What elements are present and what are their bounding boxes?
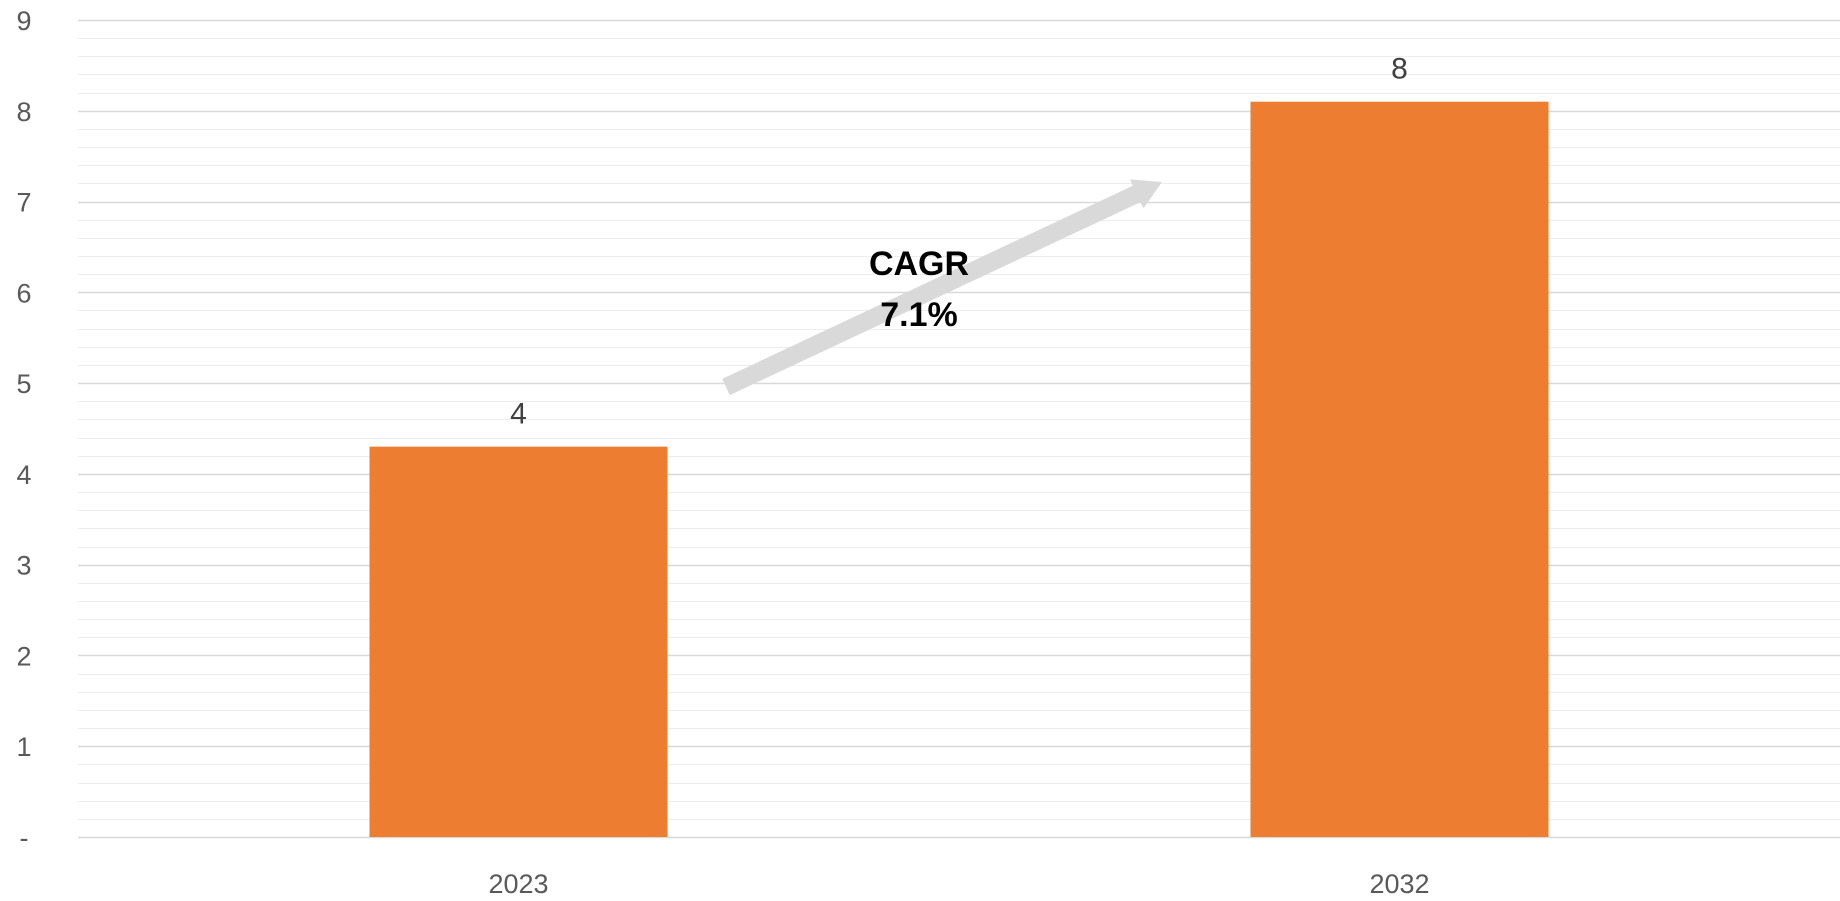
y-tick-label: 1: [16, 732, 31, 762]
y-tick-label: 7: [16, 188, 31, 218]
y-axis-tick-labels: - 1 2 3 4 5 6 7 8 9: [16, 6, 31, 853]
x-axis-tick-labels: 2023 2032: [488, 869, 1429, 899]
data-label-2023: 4: [510, 398, 527, 431]
y-tick-label: 9: [16, 6, 31, 36]
x-tick-label-2032: 2032: [1369, 869, 1429, 899]
cagr-label: CAGR: [869, 245, 969, 283]
x-tick-label-2023: 2023: [488, 869, 548, 899]
y-tick-label: 4: [16, 460, 31, 490]
bar-series: [369, 101, 1549, 837]
major-gridlines: [78, 19, 1840, 839]
minor-gridlines: [78, 20, 1840, 838]
cagr-annotation: CAGR 7.1%: [722, 179, 1162, 396]
bar-2032: [1250, 101, 1549, 837]
y-tick-label: 5: [16, 369, 31, 399]
y-tick-label: 3: [16, 551, 31, 581]
bar-2023: [369, 446, 668, 837]
y-tick-label: 8: [16, 97, 31, 127]
y-tick-label: 2: [16, 641, 31, 671]
data-labels: 48: [510, 53, 1408, 431]
data-label-2032: 8: [1391, 53, 1408, 86]
cagr-arrow-icon: [722, 179, 1162, 396]
cagr-value: 7.1%: [880, 296, 958, 334]
y-tick-label: -: [20, 823, 29, 853]
y-tick-label: 6: [16, 278, 31, 308]
